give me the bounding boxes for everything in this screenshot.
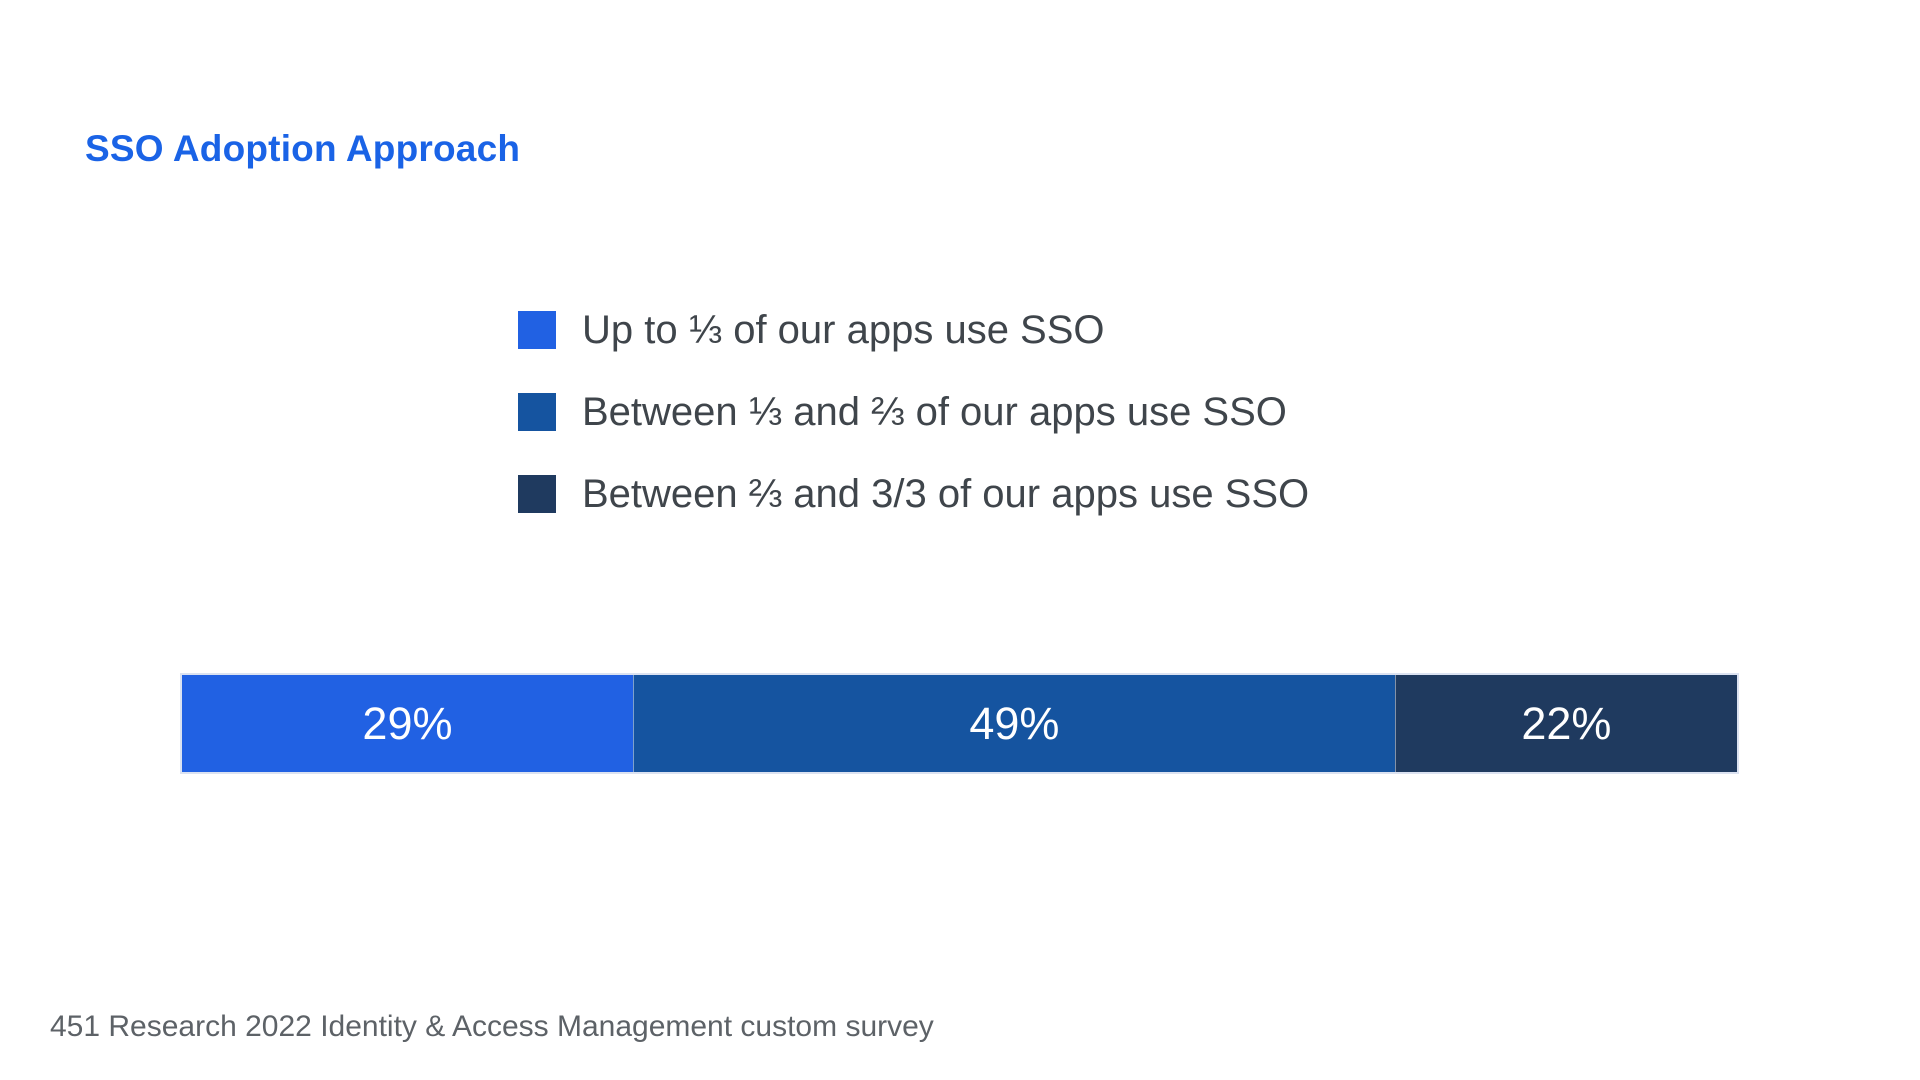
bar-segment-value-label: 49% [969,697,1060,749]
bar-segment-1: 29% [182,675,633,772]
legend-item-label: Up to ⅓ of our apps use SSO [582,307,1105,352]
legend-item-label: Between ⅓ and ⅔ of our apps use SSO [582,389,1287,434]
bar-segment-2: 49% [632,675,1395,772]
bar-segment-value-label: 29% [362,697,453,749]
legend-item-label: Between ⅔ and 3/3 of our apps use SSO [582,471,1310,516]
bar-segment-value-label: 22% [1521,697,1612,749]
chart-legend: Up to ⅓ of our apps use SSO Between ⅓ an… [518,306,1309,518]
bar-segment-3: 22% [1394,675,1737,772]
legend-swatch-icon [518,393,556,431]
stacked-bar: 29% 49% 22% [180,673,1739,774]
legend-item-2: Between ⅓ and ⅔ of our apps use SSO [518,388,1309,436]
legend-item-3: Between ⅔ and 3/3 of our apps use SSO [518,470,1309,518]
legend-swatch-icon [518,311,556,349]
legend-swatch-icon [518,475,556,513]
source-note: 451 Research 2022 Identity & Access Mana… [50,1010,934,1043]
legend-item-1: Up to ⅓ of our apps use SSO [518,306,1309,354]
chart-title: SSO Adoption Approach [85,128,521,169]
